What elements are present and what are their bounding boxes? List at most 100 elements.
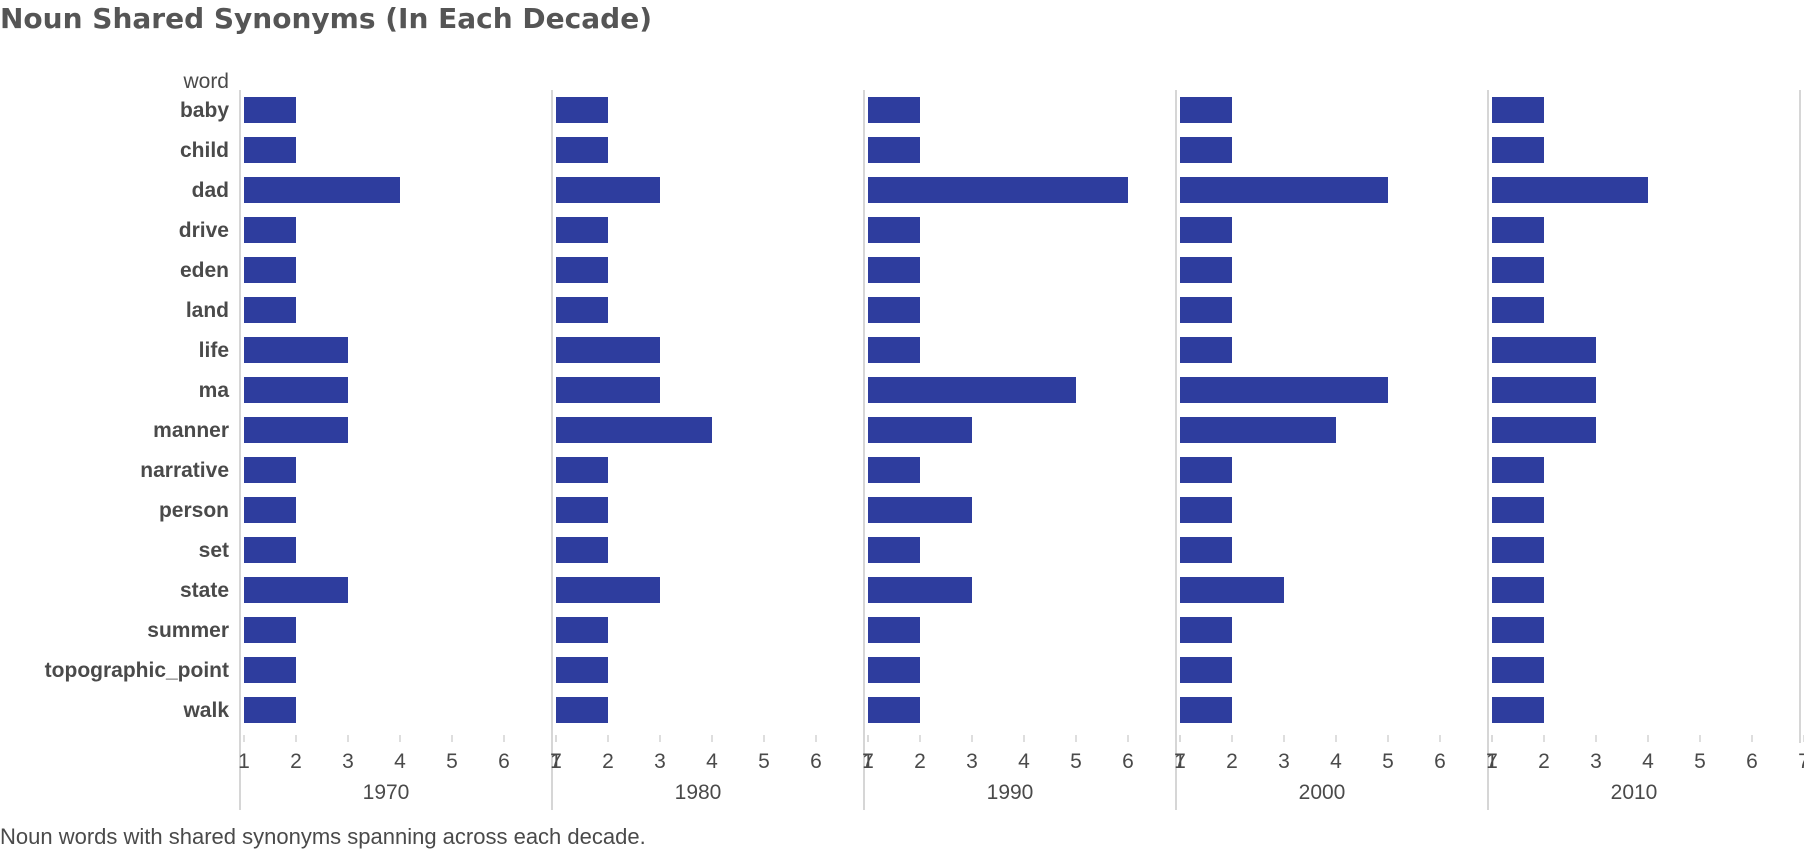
bar-1990-summer [868, 617, 920, 643]
bar-1990-manner [868, 417, 972, 443]
bar-1970-person [244, 497, 296, 523]
word-label: state [180, 579, 229, 602]
facet-label-2010: 2010 [1611, 781, 1658, 804]
word-label: eden [180, 259, 229, 282]
bar-1980-child [556, 137, 608, 163]
bar-1980-life [556, 337, 660, 363]
bar-1970-manner [244, 417, 348, 443]
bar-2010-eden [1492, 257, 1544, 283]
x-tick-label: 5 [1070, 750, 1082, 773]
bar-1990-land [868, 297, 920, 323]
bar-1970-walk [244, 697, 296, 723]
bar-2000-baby [1180, 97, 1232, 123]
x-tick-label: 2 [602, 750, 614, 773]
bar-1980-dad [556, 177, 660, 203]
facet-label-1980: 1980 [675, 781, 722, 804]
bar-1970-dad [244, 177, 400, 203]
bar-1990-topographic_point [868, 657, 920, 683]
bar-1970-eden [244, 257, 296, 283]
bar-2010-set [1492, 537, 1544, 563]
word-label: baby [180, 99, 229, 122]
bar-1970-narrative [244, 457, 296, 483]
bar-1970-state [244, 577, 348, 603]
x-tick-label: 7 [1174, 750, 1186, 773]
word-label: topographic_point [45, 659, 229, 682]
word-label: summer [147, 619, 229, 642]
bar-1990-life [868, 337, 920, 363]
bar-2010-person [1492, 497, 1544, 523]
bar-1970-life [244, 337, 348, 363]
bar-1990-state [868, 577, 972, 603]
word-label: drive [179, 219, 229, 242]
x-tick-label: 2 [290, 750, 302, 773]
bar-2010-walk [1492, 697, 1544, 723]
bar-1990-narrative [868, 457, 920, 483]
x-tick-label: 7 [550, 750, 562, 773]
bar-1990-set [868, 537, 920, 563]
bar-2000-child [1180, 137, 1232, 163]
word-label: child [180, 139, 229, 162]
bar-1980-walk [556, 697, 608, 723]
word-label: person [159, 499, 229, 522]
bar-1990-person [868, 497, 972, 523]
bar-1990-eden [868, 257, 920, 283]
bar-1990-child [868, 137, 920, 163]
bar-2000-walk [1180, 697, 1232, 723]
bar-2010-life [1492, 337, 1596, 363]
bar-2010-topographic_point [1492, 657, 1544, 683]
word-label: narrative [140, 459, 229, 482]
bar-2010-ma [1492, 377, 1596, 403]
bar-1980-ma [556, 377, 660, 403]
word-label: manner [153, 419, 229, 442]
bar-2010-manner [1492, 417, 1596, 443]
x-tick-label: 5 [446, 750, 458, 773]
bar-1970-summer [244, 617, 296, 643]
x-tick-label: 3 [654, 750, 666, 773]
bar-2010-state [1492, 577, 1544, 603]
x-tick-label: 7 [1798, 750, 1804, 773]
bar-2000-ma [1180, 377, 1388, 403]
bar-1980-summer [556, 617, 608, 643]
x-tick-label: 1 [550, 750, 562, 773]
x-tick-label: 5 [758, 750, 770, 773]
bar-2000-land [1180, 297, 1232, 323]
bar-1970-ma [244, 377, 348, 403]
bar-1980-land [556, 297, 608, 323]
bar-2010-child [1492, 137, 1544, 163]
bar-2000-state [1180, 577, 1284, 603]
bar-2000-summer [1180, 617, 1232, 643]
chart-caption: Noun words with shared synonyms spanning… [0, 824, 646, 849]
chart-title: Noun Shared Synonyms (In Each Decade) [0, 2, 652, 35]
word-label: ma [199, 379, 230, 402]
x-tick-label: 7 [1486, 750, 1498, 773]
word-label: land [186, 299, 229, 322]
facet-label-2000: 2000 [1299, 781, 1346, 804]
x-tick-label: 4 [1018, 750, 1030, 773]
x-tick-label: 5 [1694, 750, 1706, 773]
bar-1980-baby [556, 97, 608, 123]
word-label: walk [182, 699, 229, 722]
facet-label-1990: 1990 [987, 781, 1034, 804]
x-tick-label: 6 [1122, 750, 1134, 773]
x-tick-label: 1 [862, 750, 874, 773]
x-tick-label: 2 [914, 750, 926, 773]
bar-1970-land [244, 297, 296, 323]
x-tick-label: 2 [1226, 750, 1238, 773]
x-tick-label: 6 [810, 750, 822, 773]
facet-label-1970: 1970 [363, 781, 410, 804]
row-header-word: word [182, 70, 229, 93]
bar-1970-topographic_point [244, 657, 296, 683]
bar-1980-state [556, 577, 660, 603]
bar-1980-drive [556, 217, 608, 243]
bar-2000-person [1180, 497, 1232, 523]
x-tick-label: 6 [498, 750, 510, 773]
x-tick-label: 7 [862, 750, 874, 773]
x-tick-label: 4 [1330, 750, 1342, 773]
bar-2010-summer [1492, 617, 1544, 643]
bar-1970-baby [244, 97, 296, 123]
x-tick-label: 6 [1434, 750, 1446, 773]
bar-1980-topographic_point [556, 657, 608, 683]
bar-2010-dad [1492, 177, 1648, 203]
bar-1980-eden [556, 257, 608, 283]
